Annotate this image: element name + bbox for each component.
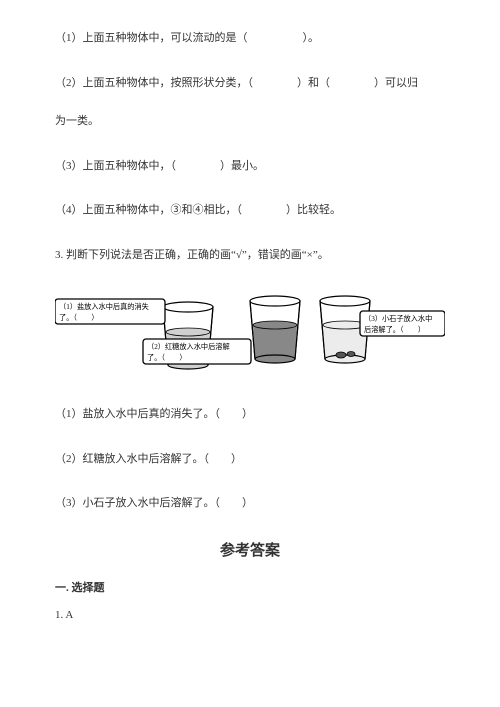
question-2: （2）上面五种物体中，按照形状分类，（ ）和（ ）可以归 为一类。 (55, 75, 445, 130)
answers-title: 参考答案 (55, 540, 445, 563)
judge-1-text: （1）盐放入水中后真的消失了。（ ） (55, 408, 253, 420)
judge-2-text: （2）红糖放入水中后溶解了。（ ） (55, 453, 242, 465)
question-4: （4）上面五种物体中，③和④相比，（ ）比较轻。 (55, 202, 445, 219)
question-5-text: 3. 判断下列说法是否正确，正确的画“√”，错误的画“×”。 (55, 249, 329, 261)
question-4-text: （4）上面五种物体中，③和④相比，（ ）比较轻。 (55, 204, 341, 216)
question-1: （1）上面五种物体中，可以流动的是（ ）。 (55, 30, 445, 47)
judge-1: （1）盐放入水中后真的消失了。（ ） (55, 406, 445, 423)
judge-3: （3）小石子放入水中后溶解了。（ ） (55, 495, 445, 512)
cup-2 (250, 296, 300, 363)
label-2-line2: 了。（ ） (147, 354, 187, 362)
label-1-box: （1）盐放入水中后真的消失 了。（ ） (55, 299, 165, 324)
question-5: 3. 判断下列说法是否正确，正确的画“√”，错误的画“×”。 (55, 247, 445, 264)
question-2-line2: 为一类。 (55, 113, 445, 130)
question-3-text: （3）上面五种物体中，（ ）最小。 (55, 160, 264, 172)
judge-3-text: （3）小石子放入水中后溶解了。（ ） (55, 497, 253, 509)
question-1-text: （1）上面五种物体中，可以流动的是（ ）。 (55, 32, 319, 44)
label-3-line2: 后溶解了。（ ） (364, 325, 425, 334)
judge-2: （2）红糖放入水中后溶解了。（ ） (55, 451, 445, 468)
question-2-line1: （2）上面五种物体中，按照形状分类，（ ）和（ ）可以归 (55, 75, 445, 92)
label-1-line1: （1）盐放入水中后真的消失 (59, 302, 149, 311)
answers-section: 一. 选择题 (55, 580, 445, 597)
cups-diagram: （1）盐放入水中后真的消失 了。（ ） （2）红糖放入水中后溶解 了。（ ） (55, 287, 445, 382)
label-3-box: （3）小石子放入水中 后溶解了。（ ） (360, 311, 445, 336)
label-1-line2: 了。（ ） (59, 314, 99, 322)
question-3: （3）上面五种物体中，（ ）最小。 (55, 158, 445, 175)
answer-1: 1. A (55, 607, 445, 624)
label-2-line1: （2）红糖放入水中后溶解 (147, 342, 230, 351)
label-2-box: （2）红糖放入水中后溶解 了。（ ） (143, 339, 251, 364)
label-3-line1: （3）小石子放入水中 (364, 314, 432, 323)
